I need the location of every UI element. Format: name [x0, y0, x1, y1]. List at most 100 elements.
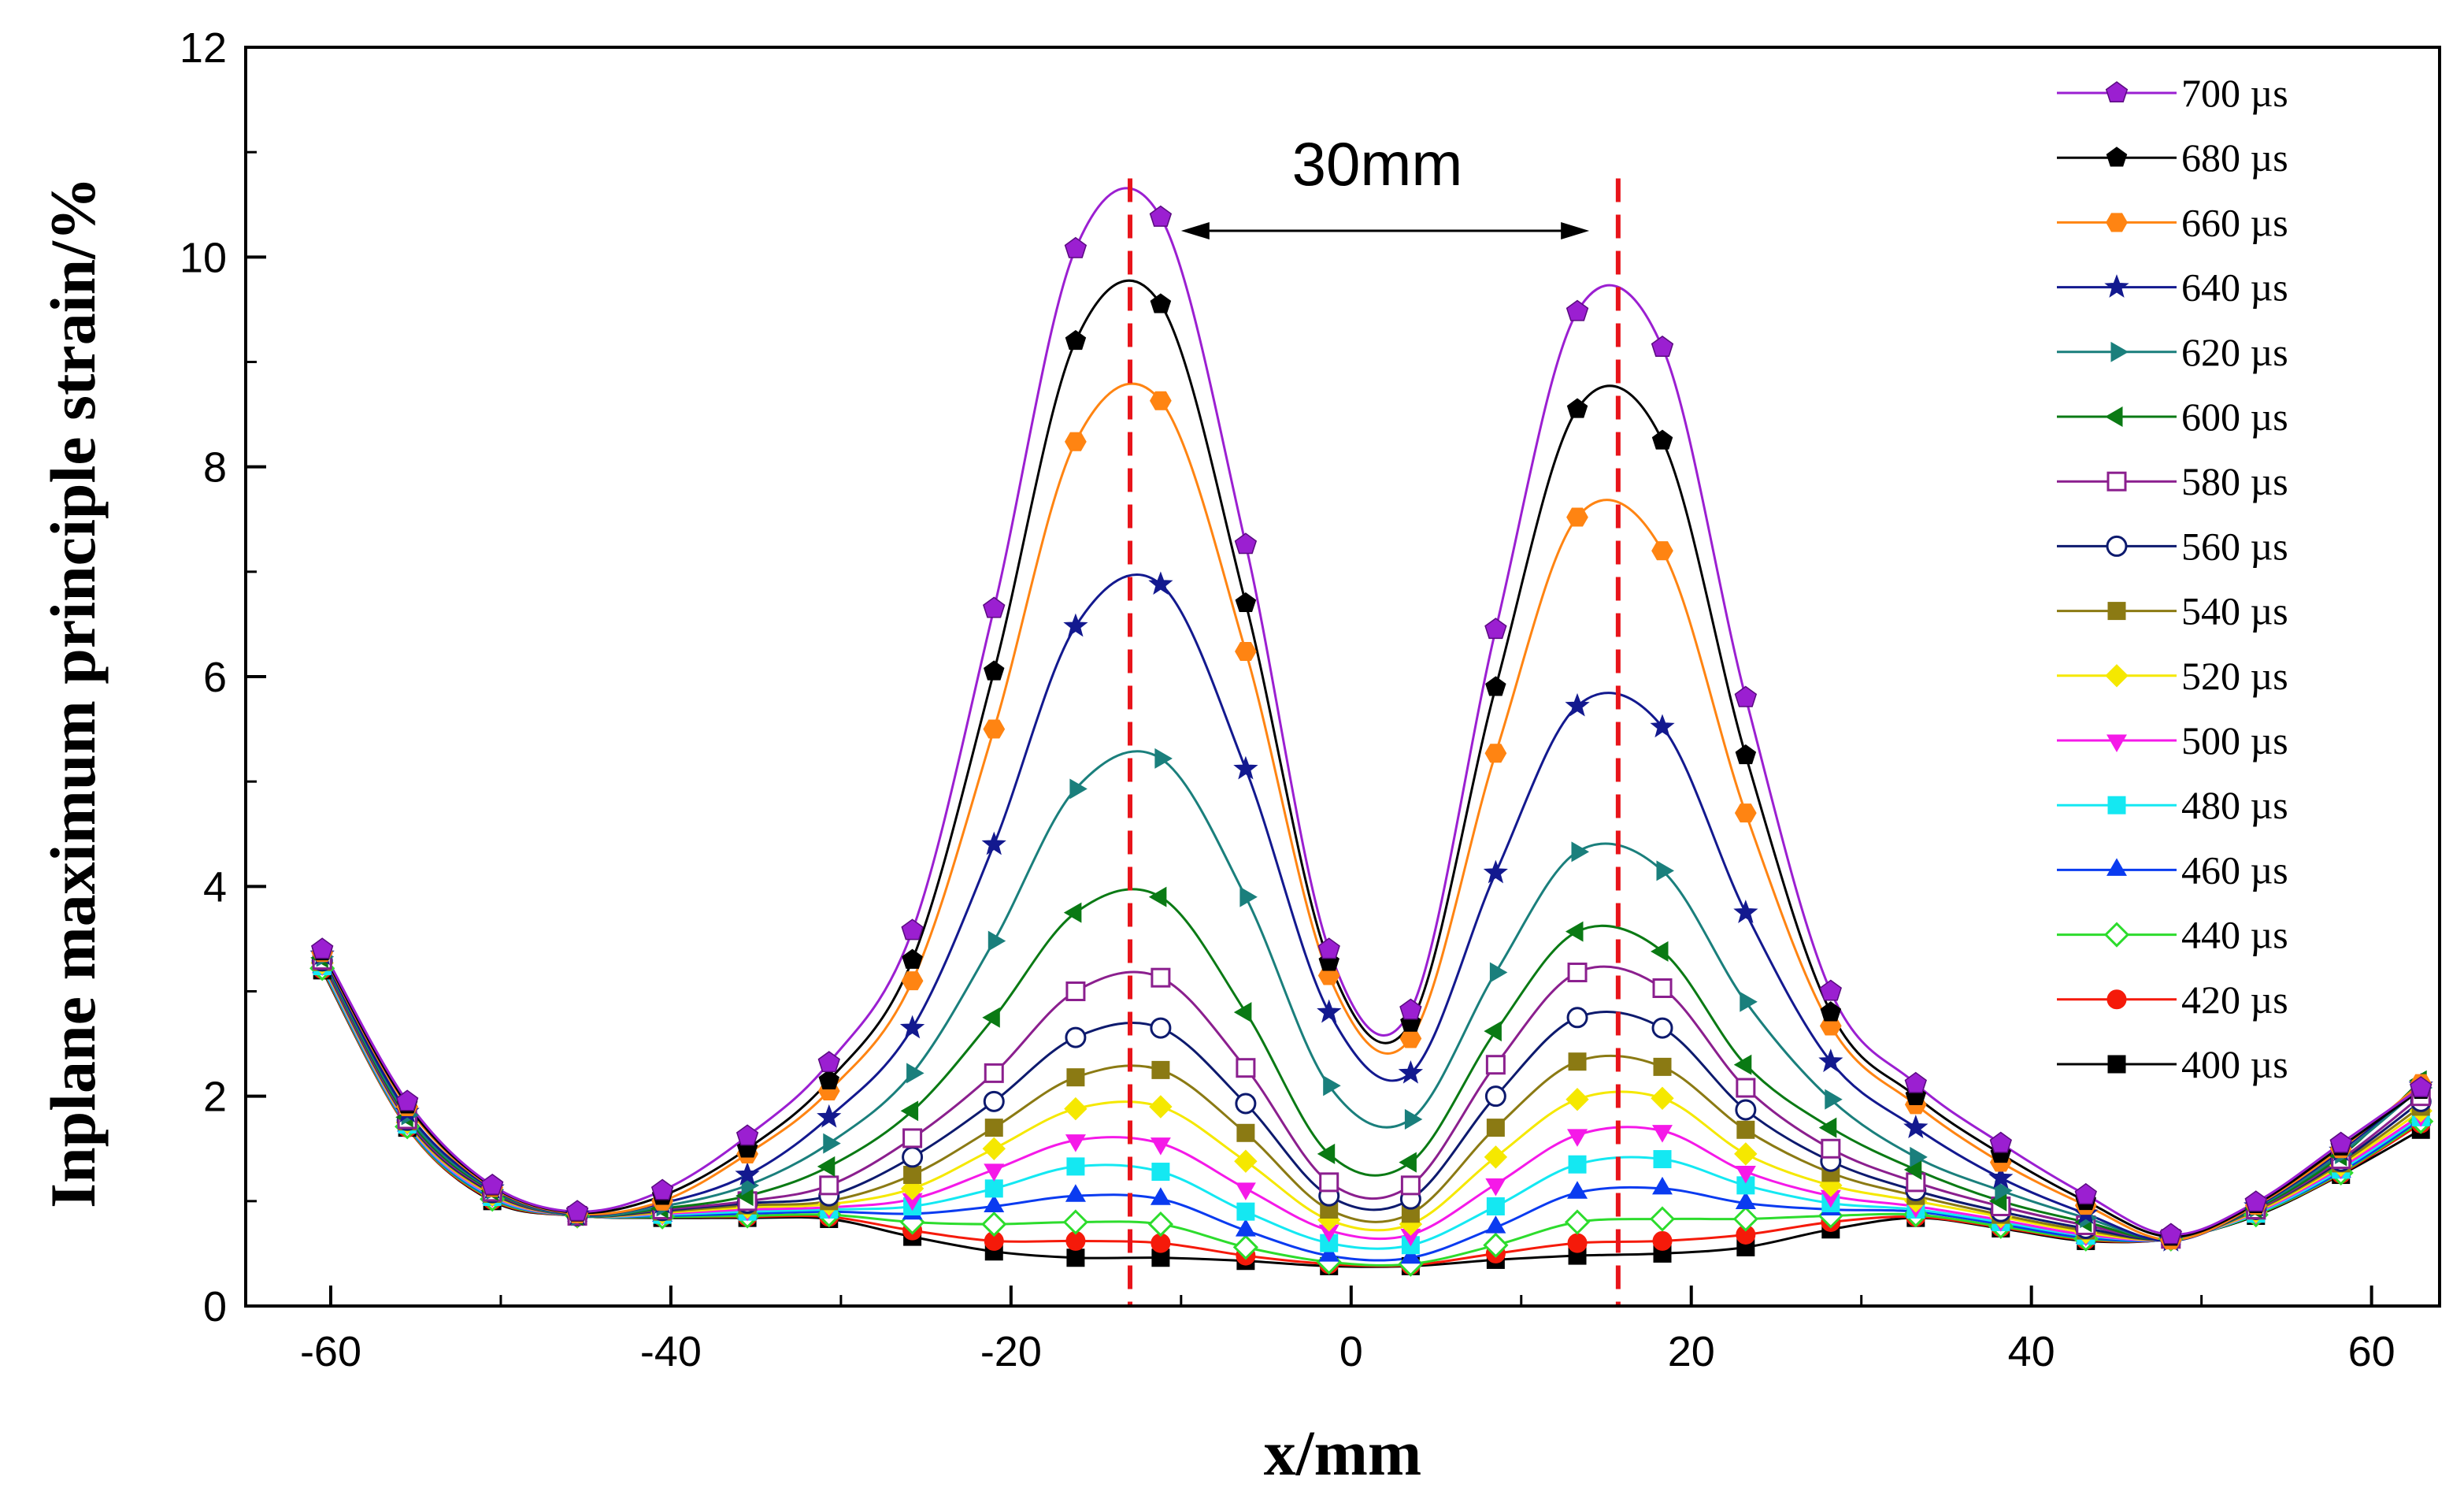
legend-entry: 440 µs — [2057, 913, 2288, 957]
data-point — [1565, 1087, 1589, 1111]
data-point — [1065, 1026, 1087, 1048]
data-point — [1150, 1187, 1171, 1205]
legend-label: 640 µs — [2181, 265, 2288, 310]
data-point — [817, 1104, 842, 1128]
y-axis-title: Inplane maximum principle strain/% — [37, 176, 109, 1208]
data-point — [983, 719, 1006, 739]
data-point — [480, 1173, 504, 1195]
series-line — [321, 959, 2422, 1241]
data-point — [1736, 1120, 1755, 1139]
data-point — [984, 1163, 1005, 1182]
legend-label: 540 µs — [2181, 589, 2288, 633]
x-tick-label: 40 — [2008, 1328, 2055, 1375]
data-point — [2410, 1076, 2433, 1098]
data-point — [1063, 613, 1088, 637]
series-markers — [311, 391, 2433, 1250]
data-point — [1154, 748, 1173, 769]
data-point — [1065, 1134, 1086, 1152]
data-point — [1651, 335, 1674, 357]
data-point — [1150, 293, 1172, 314]
legend-marker — [2107, 602, 2126, 621]
legend-entry: 520 µs — [2057, 654, 2288, 698]
data-point — [650, 1178, 674, 1200]
data-point — [1989, 1131, 2012, 1153]
data-point — [819, 1175, 839, 1196]
data-point — [1399, 998, 1422, 1020]
data-point — [1820, 1001, 1842, 1022]
data-point — [2244, 1190, 2267, 1212]
data-point — [1064, 236, 1087, 258]
legend-label: 680 µs — [2181, 135, 2288, 180]
legend-marker — [2105, 664, 2129, 688]
data-point — [1652, 1176, 1673, 1195]
data-point — [1484, 1145, 1508, 1169]
data-point — [818, 1069, 839, 1089]
data-point — [1486, 1119, 1505, 1137]
data-point — [1736, 1078, 1756, 1098]
data-point — [1318, 1244, 1339, 1262]
data-point — [1317, 937, 1340, 959]
data-point — [1235, 1182, 1256, 1200]
data-point — [1065, 1184, 1086, 1202]
data-point — [1656, 860, 1674, 881]
data-point — [1567, 1181, 1588, 1199]
legend-marker — [2106, 213, 2128, 232]
data-point — [1239, 886, 1258, 907]
data-point — [1483, 1232, 1509, 1258]
data-point — [1150, 967, 1171, 988]
series-markers — [313, 957, 2430, 1255]
data-point — [1652, 1125, 1673, 1143]
data-point — [1232, 1234, 1259, 1260]
legend-marker — [2106, 535, 2128, 557]
legend-label: 460 µs — [2181, 848, 2288, 892]
legend-entry: 560 µs — [2057, 524, 2288, 568]
data-point — [1818, 1048, 1843, 1073]
data-point — [1150, 1017, 1172, 1039]
series-markers — [311, 293, 2432, 1246]
legend-label: 700 µs — [2181, 71, 2288, 115]
data-point — [1565, 299, 1589, 321]
distance-label: 30mm — [1292, 129, 1463, 199]
legend: 700 µs 680 µs 660 µs 640 µs 620 µs 600 µs 580 … — [2057, 71, 2288, 1086]
data-point — [1910, 1146, 1928, 1167]
series-markers — [311, 205, 2433, 1245]
data-point — [1233, 1002, 1252, 1023]
data-point — [1485, 1178, 1506, 1197]
data-point — [1235, 1093, 1257, 1115]
data-point — [2159, 1223, 2182, 1245]
legend-entry: 660 µs — [2057, 200, 2288, 244]
data-point — [902, 948, 923, 969]
data-point — [1066, 1249, 1085, 1267]
data-point — [1734, 803, 1757, 823]
data-point — [1649, 1206, 1676, 1232]
data-point — [1150, 391, 1172, 410]
plot-lines — [321, 187, 2422, 1268]
data-point — [735, 1124, 759, 1146]
data-point — [1235, 1219, 1256, 1237]
data-point — [1234, 1149, 1258, 1173]
data-point — [1486, 1197, 1505, 1215]
data-point — [1485, 676, 1506, 696]
series-line — [321, 382, 2422, 1241]
data-point — [1735, 1166, 1756, 1184]
annotations: 30mm — [1128, 129, 1621, 1308]
data-point — [984, 1179, 1003, 1198]
data-point — [1819, 979, 1842, 1001]
x-tick-label: -40 — [640, 1328, 702, 1375]
data-point — [1485, 1055, 1506, 1075]
y-tick-label: 2 — [203, 1074, 227, 1121]
data-point — [983, 1090, 1005, 1112]
data-point — [981, 1211, 1007, 1237]
data-point — [1566, 1007, 1588, 1029]
data-point — [1565, 921, 1584, 942]
legend-label: 520 µs — [2181, 654, 2288, 698]
data-point — [1651, 1086, 1674, 1111]
y-tick-label: 8 — [203, 444, 227, 492]
data-point — [1235, 642, 1257, 662]
legend-entry: 600 µs — [2057, 395, 2288, 439]
legend-label: 660 µs — [2181, 200, 2288, 244]
data-point — [1650, 714, 1675, 738]
data-point — [901, 918, 924, 941]
legend-label: 440 µs — [2181, 913, 2288, 957]
